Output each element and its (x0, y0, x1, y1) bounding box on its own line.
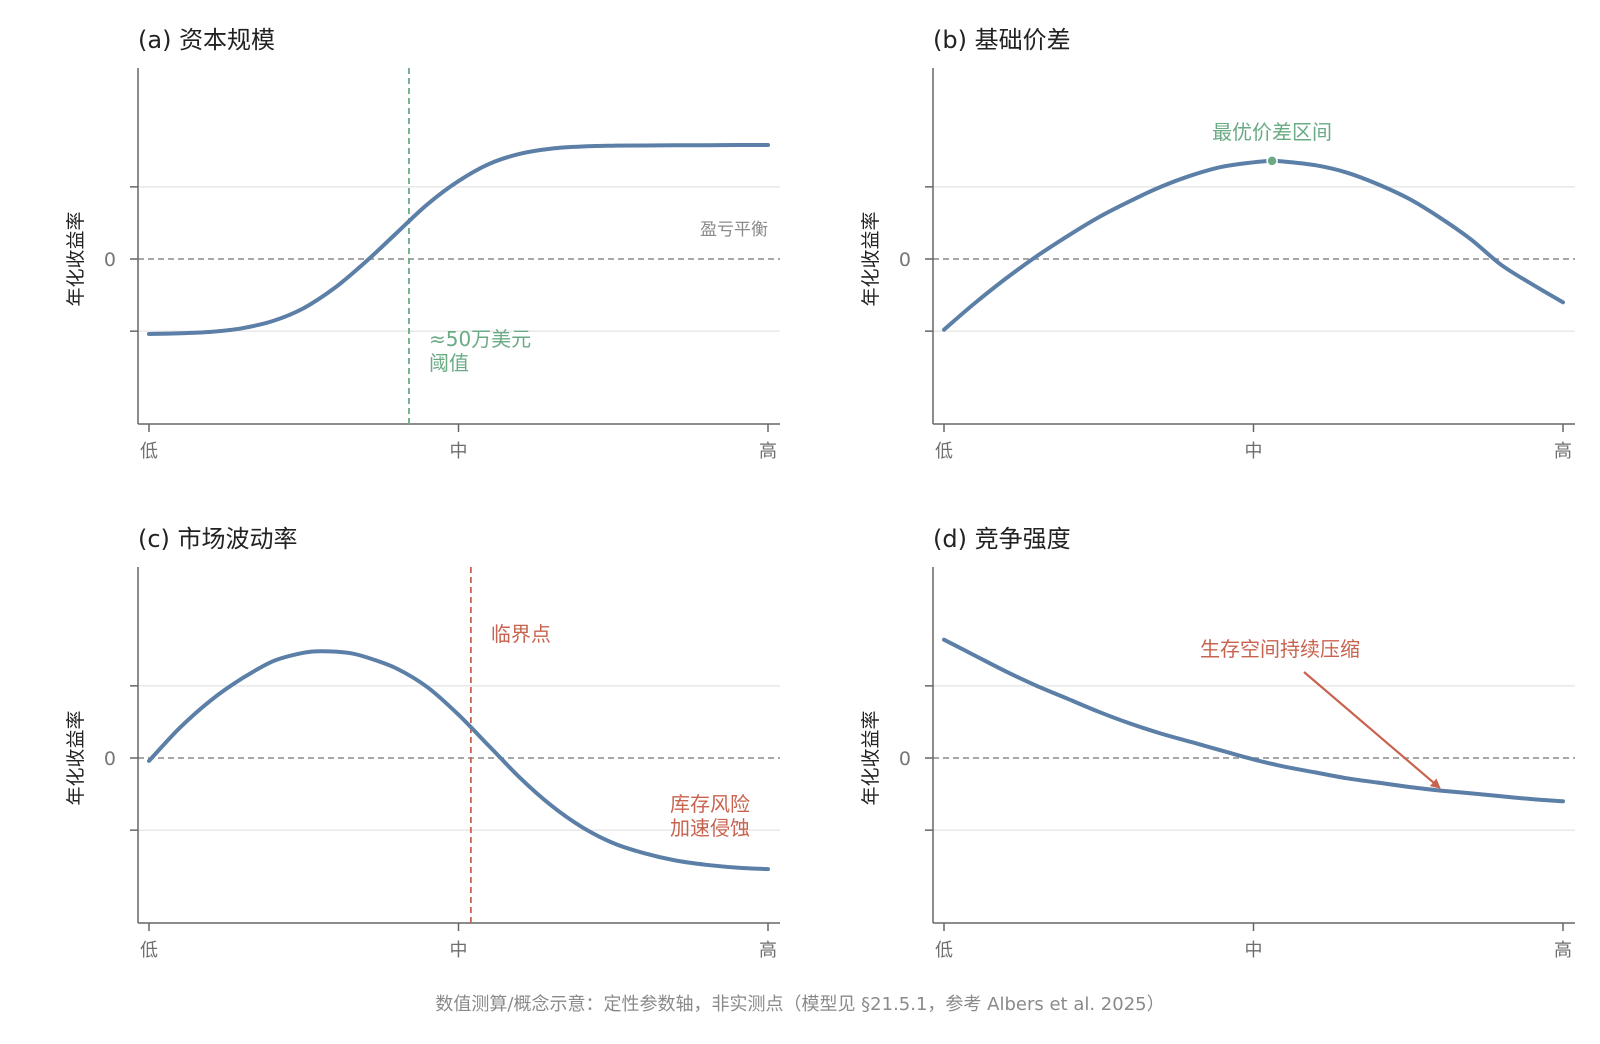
x-tick-label: 低 (935, 441, 953, 462)
x-tick-label: 高 (759, 441, 777, 462)
panel-title: (c) 市场波动率 (138, 525, 298, 553)
footnote: 数值测算/概念示意：定性参数轴，非实测点（模型见 §21.5.1，参考 Albe… (435, 993, 1164, 1015)
return-curve (147, 649, 770, 872)
risk-label: 加速侵蚀 (670, 816, 750, 840)
x-tick-label: 高 (1554, 940, 1572, 961)
y-tick-label: 0 (899, 249, 911, 271)
optimum-label: 最优价差区间 (1212, 120, 1332, 144)
critical-point-label: 临界点 (491, 622, 551, 646)
panel-title: (d) 竞争强度 (933, 525, 1071, 553)
y-tick-label: 0 (104, 748, 116, 770)
optimum-marker (1266, 155, 1278, 167)
chart-panels: (a) 资本规模年化收益率 0低中高盈亏平衡≈50万美元阈值(b) 基础价差年化收… (65, 26, 1575, 961)
y-tick-label: 0 (899, 748, 911, 770)
x-tick-label: 中 (1245, 940, 1263, 961)
x-tick-label: 低 (935, 940, 953, 961)
x-tick-label: 低 (140, 441, 158, 462)
threshold-label: 阈值 (429, 351, 469, 375)
risk-label: 库存风险 (670, 792, 750, 816)
threshold-label: ≈50万美元 (429, 327, 531, 351)
return-curve (147, 143, 770, 336)
x-tick-label: 中 (450, 940, 468, 961)
y-axis-label: 年化收益率 (65, 710, 87, 805)
breakeven-label: 盈亏平衡 (700, 220, 768, 240)
x-tick-label: 高 (1554, 441, 1572, 462)
panel-title: (b) 基础价差 (933, 26, 1071, 54)
return-curve (942, 637, 1565, 804)
squeeze-label: 生存空间持续压缩 (1200, 637, 1360, 661)
x-tick-label: 中 (450, 441, 468, 462)
x-tick-label: 低 (140, 940, 158, 961)
y-axis-label: 年化收益率 (65, 211, 87, 306)
x-tick-label: 高 (759, 940, 777, 961)
y-tick-label: 0 (104, 249, 116, 271)
return-curve (942, 158, 1565, 332)
squeeze-arrow (1303, 671, 1441, 789)
x-tick-label: 中 (1245, 441, 1263, 462)
y-axis-label: 年化收益率 (860, 710, 882, 805)
panel-title: (a) 资本规模 (138, 26, 275, 54)
y-axis-label: 年化收益率 (860, 211, 882, 306)
